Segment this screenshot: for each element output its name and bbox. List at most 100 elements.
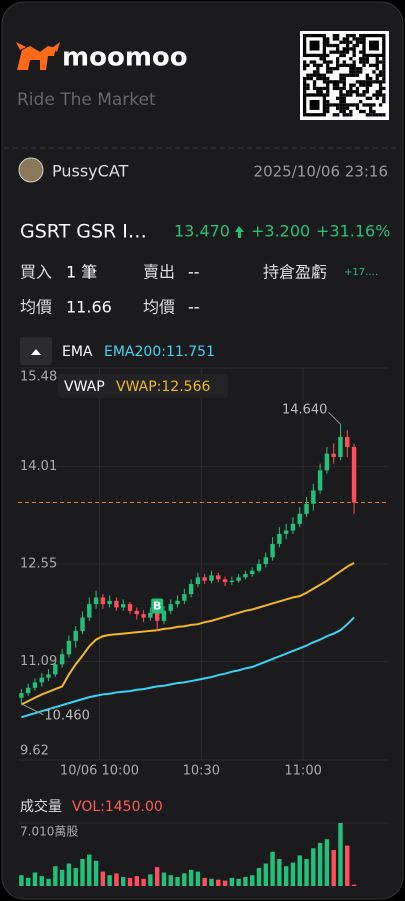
qr-module xyxy=(359,57,363,61)
qr-module xyxy=(339,93,343,97)
volume-label: VOL:1450.00 xyxy=(72,799,163,815)
candle-body xyxy=(195,577,201,585)
volume-bar xyxy=(345,845,350,886)
qr-module xyxy=(342,100,346,104)
qr-module xyxy=(369,83,373,87)
qr-module xyxy=(312,60,317,64)
indicator-line xyxy=(21,616,355,719)
qr-module xyxy=(345,93,350,97)
qr-module xyxy=(336,83,340,87)
volume-bar xyxy=(331,850,336,886)
volume-bar xyxy=(168,875,173,886)
qr-module xyxy=(359,37,363,41)
qr-module xyxy=(372,113,376,117)
qr-module xyxy=(303,80,307,84)
qr-module xyxy=(352,63,356,67)
label: 均價 xyxy=(20,298,52,317)
legend-box xyxy=(58,374,228,398)
candle-body xyxy=(277,533,282,544)
annotation-leader xyxy=(21,703,44,716)
qr-module xyxy=(332,80,336,84)
candle-body xyxy=(304,503,309,514)
qr-module xyxy=(329,60,333,64)
candle-body xyxy=(46,674,51,678)
qr-module xyxy=(359,83,363,87)
qr-module xyxy=(362,103,366,107)
qr-module xyxy=(355,67,360,71)
volume-bar xyxy=(188,869,194,886)
qr-module xyxy=(365,86,369,91)
qr-module xyxy=(342,50,346,54)
candle-body xyxy=(209,575,214,581)
price: 13.470 xyxy=(174,222,230,241)
slogan: Ride The Market xyxy=(17,90,156,110)
qr-module xyxy=(365,57,369,61)
qr-module xyxy=(355,80,360,84)
qr-module xyxy=(329,80,333,84)
qr-module xyxy=(326,53,330,58)
qr-module xyxy=(375,96,379,100)
qr-module xyxy=(326,63,330,67)
volume-bar xyxy=(87,854,92,886)
collapse-icon xyxy=(31,349,41,355)
qr-module xyxy=(303,83,307,87)
qr-module xyxy=(369,109,373,114)
qr-module xyxy=(332,86,336,91)
qr-module xyxy=(352,73,356,77)
qr-module xyxy=(349,57,353,61)
qr-module xyxy=(365,90,369,94)
y-tick-label: 14.01 xyxy=(20,459,57,474)
qr-module xyxy=(336,50,340,54)
candle-body xyxy=(317,470,323,491)
qr-module xyxy=(362,80,366,84)
ticker: GSRT GSR I… xyxy=(20,221,147,243)
qr-module xyxy=(355,86,360,91)
qr-module xyxy=(326,109,330,114)
qr-module xyxy=(336,103,340,107)
qr-module xyxy=(336,37,340,41)
candle-body xyxy=(39,677,44,683)
qr-finder xyxy=(369,40,379,51)
qr-module xyxy=(316,63,320,67)
qr-module xyxy=(332,50,336,54)
candle-body xyxy=(66,640,72,655)
label: 賣出 xyxy=(143,263,175,282)
volume-bar xyxy=(216,879,221,886)
qr-module xyxy=(339,80,343,84)
candle-body xyxy=(222,579,228,583)
qr-module xyxy=(352,50,356,54)
qr-module xyxy=(306,83,310,87)
qr-module xyxy=(326,93,330,97)
qr-module xyxy=(352,37,356,41)
qr-module xyxy=(332,83,336,87)
candle-body xyxy=(87,604,92,618)
qr-module xyxy=(369,76,373,81)
qr-module xyxy=(369,113,373,117)
qr-module xyxy=(359,67,363,71)
qr-module xyxy=(342,37,346,41)
candle-body xyxy=(127,604,133,611)
qr-module xyxy=(312,73,317,77)
qr-module xyxy=(365,73,369,77)
volume-bar xyxy=(107,875,112,886)
qr-module xyxy=(326,43,330,48)
qr-module xyxy=(342,60,346,64)
volume-bar xyxy=(19,875,24,886)
volume-bar xyxy=(202,877,207,886)
qr-module xyxy=(375,80,379,84)
candle-body xyxy=(243,574,248,578)
qr-module xyxy=(352,47,356,51)
qr-module xyxy=(332,37,336,41)
qr-module xyxy=(326,100,330,104)
qr-module xyxy=(339,103,343,107)
volume-bar xyxy=(73,868,78,886)
volume-bar xyxy=(277,859,282,886)
qr-module xyxy=(355,37,360,41)
qr-module xyxy=(342,86,346,91)
qr-module xyxy=(378,103,383,107)
volume-bar xyxy=(290,862,296,886)
candle-body xyxy=(216,575,221,580)
qr-module xyxy=(349,34,353,38)
trade-marker xyxy=(151,598,164,614)
qr-module xyxy=(375,60,379,64)
